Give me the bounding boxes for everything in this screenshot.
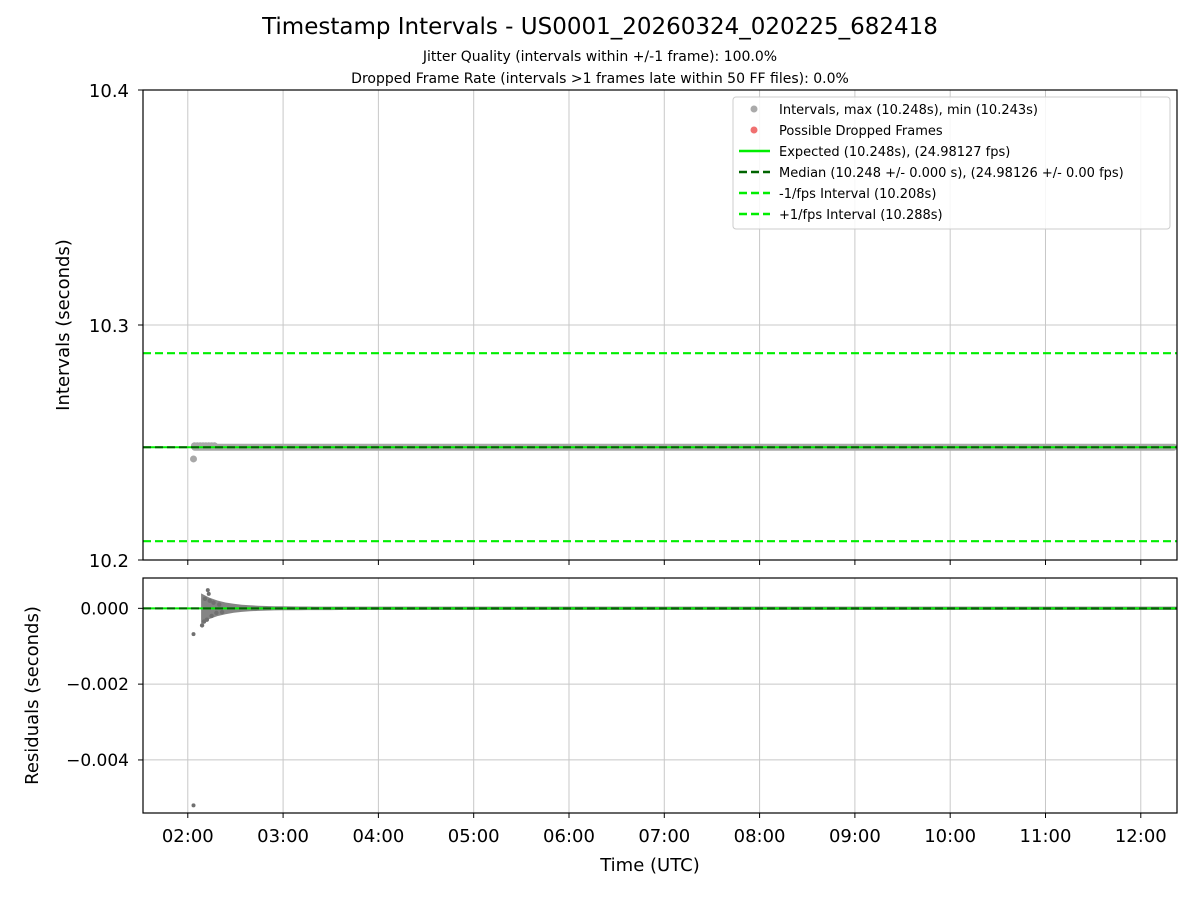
residuals-panel: 0.000 −0.002 −0.004 02:00 03:00 04:00 05:00 06:… [22,577,1178,876]
x-tick-label-04:00: 04:00 [352,826,404,847]
legend-box [732,96,1171,230]
residuals-panel-frame [142,577,1178,814]
residual-point [199,623,205,628]
x-tick-label-12:00: 12:00 [1115,826,1167,847]
residual-point [217,602,222,607]
legend-marker [750,126,758,134]
top-y-tick-label: 10.3 [89,316,129,337]
intervals-y-axis-label: Intervals (seconds) [53,239,74,411]
legend-entry-label: +1/fps Interval (10.288s) [779,208,943,223]
top-y-tick-label: 10.2 [89,551,129,572]
residual-point [207,598,212,603]
residual-point [202,596,208,602]
residual-point [209,613,214,619]
bottom-y-tick-label: 0.000 [80,599,129,619]
top-y-tick-label: 10.4 [89,81,129,102]
residuals-y-axis-label: Residuals (seconds) [22,606,43,785]
x-tick-label-08:00: 08:00 [734,826,786,847]
legend-entry-label: Median (10.248 +/- 0.000 s), (24.98126 +… [779,166,1124,181]
bottom-y-tick-label: −0.002 [66,675,129,695]
residual-point [211,600,216,605]
legend-entry-label: Intervals, max (10.248s), min (10.243s) [779,103,1038,118]
legend-entry-label: Possible Dropped Frames [779,124,943,139]
residual-point [201,619,207,624]
x-tick-label-10:00: 10:00 [924,826,976,847]
x-tick-label-02:00: 02:00 [162,826,214,847]
residual-point [214,610,219,616]
jitter-quality-subtitle: Jitter Quality (intervals within +/-1 fr… [422,49,778,65]
residual-outlier-point [191,632,196,637]
residual-outlier-point [191,803,196,808]
x-tick-label-11:00: 11:00 [1020,826,1072,847]
x-tick-label-06:00: 06:00 [543,826,595,847]
bottom-y-tick-label: −0.004 [66,751,129,771]
x-axis-label: Time (UTC) [599,855,700,876]
residual-outlier-point [205,588,210,593]
x-tick-label-09:00: 09:00 [829,826,881,847]
residual-outlier-point [206,591,211,596]
chart-title: Timestamp Intervals - US0001_20260324_02… [262,14,938,40]
legend-entry-label: Expected (10.248s), (24.98127 fps) [779,145,1010,160]
x-tick-label-03:00: 03:00 [257,826,309,847]
legend-entry-label: -1/fps Interval (10.208s) [779,187,936,202]
legend: Intervals, max (10.248s), min (10.243s) P… [732,96,1171,230]
legend-marker [750,105,758,113]
dropped-frame-subtitle: Dropped Frame Rate (intervals >1 frames … [351,71,849,87]
x-tick-label-07:00: 07:00 [638,826,690,847]
interval-min-point [190,455,198,463]
x-tick-label-05:00: 05:00 [448,826,500,847]
residual-point [219,609,225,615]
